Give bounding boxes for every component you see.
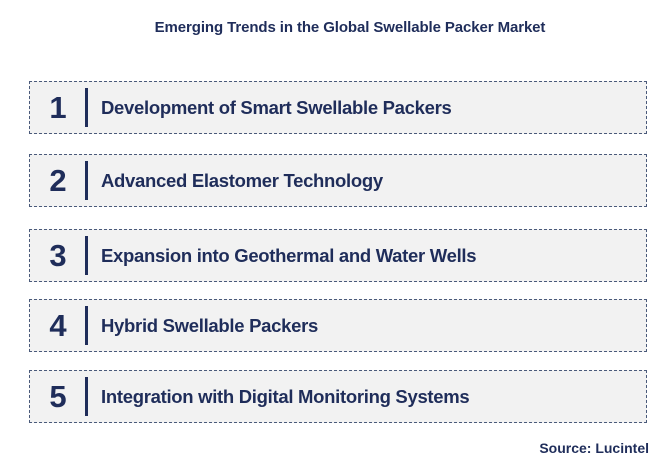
trend-number: 4: [49, 307, 67, 343]
source-credit: Source: Lucintel: [539, 440, 649, 456]
trend-divider: [85, 306, 88, 345]
trend-label: Hybrid Swellable Packers: [101, 314, 318, 336]
trend-label: Expansion into Geothermal and Water Well…: [101, 244, 477, 266]
trend-divider: [85, 236, 88, 275]
trend-item-2: 2 Advanced Elastomer Technology: [29, 154, 647, 207]
trend-number: 5: [49, 378, 67, 414]
trend-item-1: 1 Development of Smart Swellable Packers: [29, 81, 647, 134]
trend-number: 1: [49, 89, 67, 125]
trend-item-4: 4 Hybrid Swellable Packers: [29, 299, 647, 352]
trend-item-5: 5 Integration with Digital Monitoring Sy…: [29, 370, 647, 423]
trend-divider: [85, 377, 88, 416]
trend-label: Advanced Elastomer Technology: [101, 169, 383, 191]
diagram-title: Emerging Trends in the Global Swellable …: [154, 19, 546, 36]
trend-label: Integration with Digital Monitoring Syst…: [101, 385, 470, 407]
trend-divider: [85, 161, 88, 200]
trend-divider: [85, 88, 88, 127]
trend-number: 3: [49, 237, 67, 273]
trend-number: 2: [49, 162, 67, 198]
trend-label: Development of Smart Swellable Packers: [101, 96, 452, 118]
trend-item-3: 3 Expansion into Geothermal and Water We…: [29, 229, 647, 282]
